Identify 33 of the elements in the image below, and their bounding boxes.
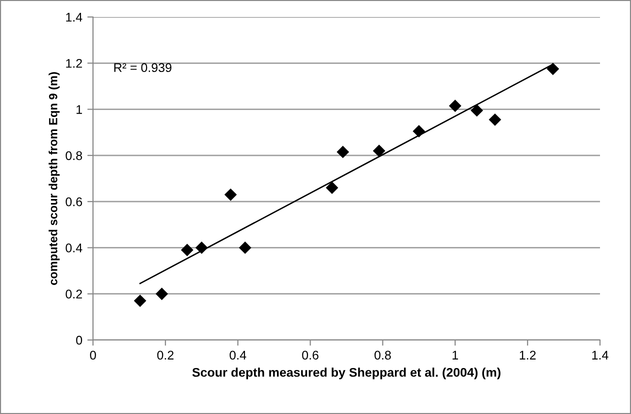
point: [372, 144, 386, 158]
x-tick-label: 1: [452, 350, 458, 360]
x-tick-label: 0.2: [157, 350, 174, 360]
point: [224, 188, 237, 201]
point: [134, 294, 146, 307]
y-tick-label: 0.4: [66, 244, 82, 252]
x-axis-title: Scour depth measured by Sheppard et al. (2004) (m): [192, 368, 500, 380]
annotation: R² = 0.939: [114, 63, 172, 72]
point: [238, 242, 252, 254]
x-tick-label: 0.6: [302, 350, 318, 360]
y-tick-label: 0.6: [66, 197, 82, 206]
point: [326, 182, 338, 194]
x-tick-label: 0.4: [230, 350, 246, 360]
y-tick-label: 0.2: [66, 290, 82, 299]
x-tick-label: 1.4: [592, 350, 608, 360]
y-tick-label: 1.4: [66, 12, 82, 22]
point: [488, 113, 502, 126]
point: [195, 242, 208, 254]
y-tick-label: 0.8: [66, 151, 82, 160]
point: [336, 146, 350, 158]
point: [470, 104, 484, 117]
point: [546, 62, 560, 76]
y-axis-title: computed scour depth from Eqn 9 (m): [48, 72, 60, 285]
x-tick-label: 0.8: [374, 350, 391, 360]
x-tick-label: 0: [90, 350, 96, 360]
point: [448, 100, 462, 112]
y-tick-label: 1.2: [66, 58, 82, 68]
y-tick-label: 1: [76, 105, 82, 114]
y-tick-label: 0: [76, 336, 82, 345]
point: [180, 244, 194, 256]
point: [412, 124, 426, 138]
point: [156, 288, 168, 300]
x-tick-label: 1.2: [520, 350, 536, 360]
